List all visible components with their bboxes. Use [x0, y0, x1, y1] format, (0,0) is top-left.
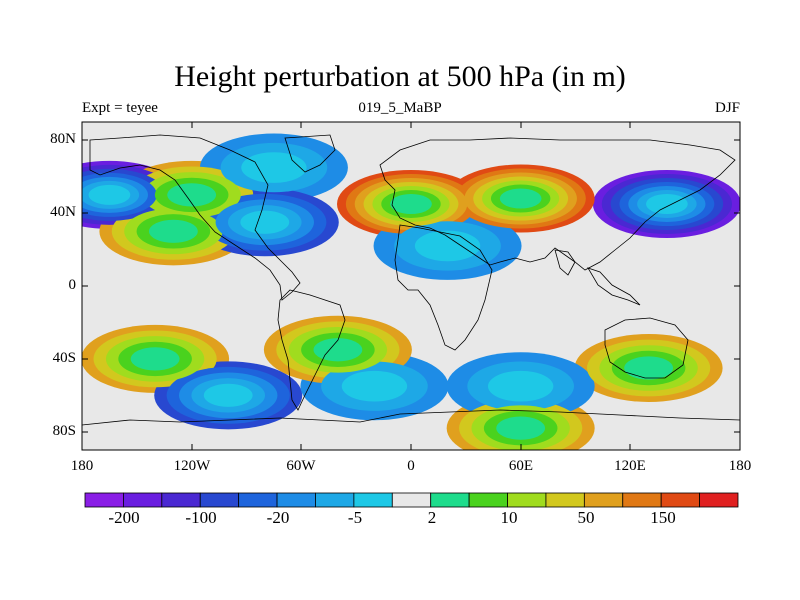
y-label-80n: 80N [50, 131, 76, 147]
colorbar-swatch-1 [123, 492, 163, 508]
y-label-40n: 40N [50, 204, 76, 220]
plot-title: Height perturbation at 500 hPa (in m) [174, 60, 626, 93]
coastline-greenland [284, 134, 336, 173]
x-label-180-west: 180 [70, 458, 94, 474]
colorbar-label-10: 10 [500, 508, 518, 527]
colorbar-label-50: 50 [577, 508, 595, 527]
contour-high-antarctica-level-4 [496, 416, 546, 440]
contour-low-north-pacific-level-6 [88, 184, 131, 205]
contour-low-south-atlantic-level-2 [341, 370, 408, 402]
colorbar-swatch-13 [583, 492, 624, 508]
x-label-60w: 60W [286, 458, 316, 474]
contour-high-south-america-level-4 [313, 338, 363, 362]
season-label: DJF [714, 100, 740, 116]
colorbar-label-neg100: -100 [185, 508, 217, 527]
contour-low-atlantic-level-4 [240, 210, 290, 234]
x-label-0: 0 [407, 458, 415, 474]
colorbar [84, 492, 739, 508]
colorbar-swatch-7 [353, 492, 393, 508]
coastline-australia [604, 317, 689, 379]
coastline-antarctica [82, 409, 740, 426]
colorbar-swatch-2 [161, 492, 201, 508]
coastline-indian-peninsula [554, 249, 576, 276]
colorbar-label-150: 150 [650, 508, 676, 527]
colorbar-swatch-6 [315, 492, 355, 508]
colorbar-label-neg5: -5 [347, 508, 363, 527]
contour-low-south-pacific-level-4 [203, 383, 253, 407]
coastlines [82, 134, 740, 426]
y-label-80s: 80S [52, 423, 76, 439]
colorbar-swatch-11 [507, 492, 547, 508]
contour-high-north-america-level-4 [167, 183, 217, 207]
contour-low-north-asia-level-6 [646, 194, 688, 214]
coastline-north-america [89, 134, 301, 301]
contour-high-eurasia-level-6 [390, 194, 432, 214]
colorbar-swatch-12 [545, 492, 585, 508]
coastline-africa [394, 224, 493, 351]
contour-low-mid-latitude-level-2 [414, 230, 481, 262]
x-label-120w: 120W [173, 458, 211, 474]
run-label: 019_5_MaBP [358, 100, 442, 116]
colorbar-swatch-10 [468, 492, 508, 508]
colorbar-swatch-15 [660, 492, 700, 508]
x-label-60e: 60E [508, 458, 534, 474]
colorbar-swatch-3 [199, 492, 240, 508]
contour-high-south-pacific-level-4 [130, 347, 180, 371]
colorbar-swatch-4 [238, 492, 278, 508]
contour-low-canada-level-2 [241, 152, 307, 183]
contour-low-southern-ocean-level-2 [488, 370, 554, 402]
colorbar-swatch-5 [276, 492, 316, 508]
y-label-40s: 40S [52, 350, 76, 366]
colorbar-label-neg20: -20 [266, 508, 290, 527]
experiment-label: Expt = teyee [82, 100, 158, 116]
y-label-equator: 0 [68, 277, 77, 293]
contour-high-east-asia-level-6 [499, 188, 542, 209]
colorbar-swatch-14 [622, 492, 662, 508]
colorbar-label-neg200: -200 [108, 508, 140, 527]
coastline-south-america [277, 289, 346, 411]
contour-high-south-indian-level-4 [624, 356, 674, 380]
colorbar-swatch-8 [391, 492, 432, 508]
colorbar-label-2: 2 [427, 508, 437, 527]
axis-ticks [81, 122, 741, 450]
x-label-180-east: 180 [728, 458, 752, 474]
colorbar-swatch-16 [699, 492, 739, 508]
contour-high-east-pacific-level-4 [148, 219, 198, 243]
coastline-eurasia [379, 137, 736, 271]
map-field [82, 122, 740, 450]
x-label-120e: 120E [614, 458, 646, 474]
coastline-southeast-asia [587, 267, 641, 306]
colorbar-swatch-9 [430, 492, 470, 508]
colorbar-swatch-0 [84, 492, 124, 508]
